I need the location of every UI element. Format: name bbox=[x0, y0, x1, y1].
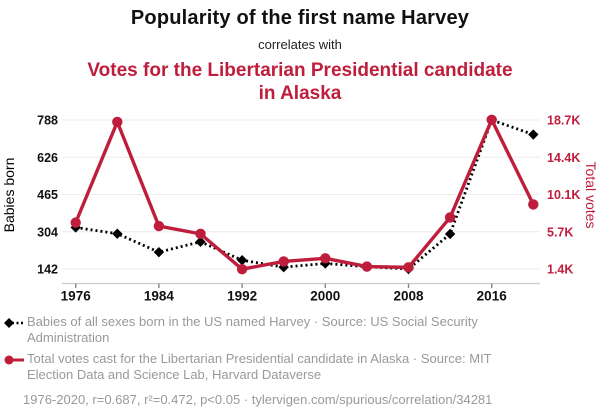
right-axis-title: Total votes bbox=[583, 162, 599, 229]
right-axis-tick-label: 5.7K bbox=[547, 225, 573, 239]
left-axis-tick-label: 626 bbox=[37, 151, 58, 165]
x-axis-tick-label: 1992 bbox=[227, 289, 257, 304]
data-point-circle bbox=[195, 228, 206, 240]
red-circle-solid-line-icon bbox=[4, 355, 24, 365]
data-point-circle bbox=[403, 262, 414, 273]
left-axis-tick-label: 142 bbox=[37, 263, 58, 277]
chart-connector: correlates with bbox=[258, 37, 342, 52]
data-point-circle bbox=[112, 116, 123, 128]
x-axis-tick-label: 2000 bbox=[310, 289, 340, 304]
data-point-circle bbox=[486, 114, 497, 125]
chart-header: Popularity of the first name Harvey corr… bbox=[0, 0, 600, 105]
legend-item-votes: Total votes cast for the Libertarian Pre… bbox=[4, 351, 600, 383]
data-point-circle bbox=[528, 199, 539, 210]
left-axis-tick-label: 788 bbox=[37, 114, 58, 128]
data-point-circle bbox=[320, 253, 331, 264]
data-point-diamond bbox=[528, 129, 539, 140]
black-diamond-dotted-line-icon bbox=[4, 318, 24, 328]
data-point-circle bbox=[153, 220, 165, 232]
x-axis-tick-label: 1984 bbox=[144, 289, 175, 304]
legend-item-babies: Babies of all sexes born in the US named… bbox=[4, 314, 600, 346]
chart-stats-and-source: 1976-2020, r=0.687, r²=0.472, p<0.05 · t… bbox=[23, 392, 493, 407]
data-point-diamond bbox=[195, 236, 206, 247]
left-axis-tick-label: 465 bbox=[37, 188, 58, 202]
data-point-circle bbox=[70, 217, 81, 228]
right-axis-tick-label: 1.4K bbox=[547, 263, 573, 277]
chart-legend: Babies of all sexes born in the US named… bbox=[0, 305, 600, 407]
data-point-diamond bbox=[153, 246, 165, 258]
right-axis-tick-label: 18.7K bbox=[547, 114, 580, 128]
data-point-circle bbox=[278, 256, 289, 267]
correlation-line-chart: 142 1.4K 304 5.7K 465 10.1K 626 14.4K 788 18.7K 19… bbox=[1, 114, 599, 304]
x-axis-tick-label: 2008 bbox=[393, 289, 424, 304]
legend-label-babies: Babies of all sexes born in the US named… bbox=[27, 314, 478, 345]
x-axis-tick-label: 1976 bbox=[61, 289, 92, 304]
data-point-circle bbox=[444, 212, 456, 223]
data-point-diamond bbox=[444, 228, 456, 240]
left-axis-tick-label: 304 bbox=[37, 225, 58, 239]
chart-title: Popularity of the first name Harvey bbox=[130, 7, 470, 29]
data-point-diamond bbox=[112, 228, 123, 239]
x-axis-tick-label: 2016 bbox=[477, 289, 508, 304]
chart-subtitle: Votes for the Libertarian Presidential c… bbox=[87, 60, 513, 104]
legend-label-votes: Total votes cast for the Libertarian Pre… bbox=[27, 351, 492, 382]
right-axis-tick-label: 10.1K bbox=[547, 188, 580, 202]
data-point-circle bbox=[236, 263, 248, 275]
left-axis-title: Babies born bbox=[1, 158, 17, 233]
right-axis-tick-label: 14.4K bbox=[547, 151, 580, 165]
series-line-circle bbox=[74, 118, 535, 271]
data-point-circle bbox=[361, 261, 373, 272]
